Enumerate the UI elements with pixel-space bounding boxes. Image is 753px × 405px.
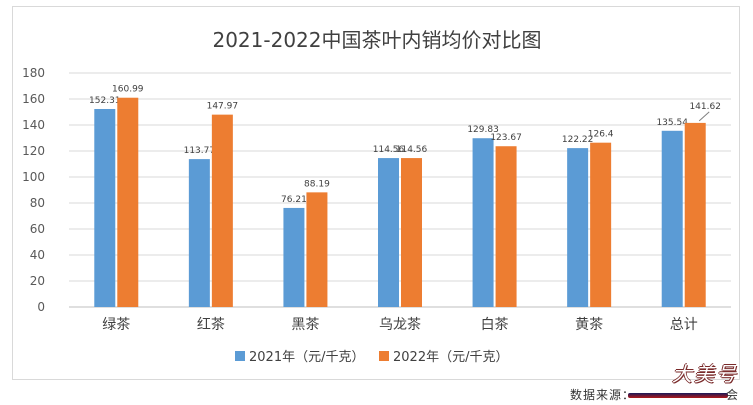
source-tail: 会 [726, 388, 739, 402]
source-footer: 数据来源： 会 [570, 385, 750, 403]
bar-2022 [495, 146, 517, 307]
bar-2021 [567, 148, 589, 307]
x-tick-label: 总计 [670, 317, 698, 333]
data-label: 76.21 [281, 195, 307, 205]
y-tick-label: 120 [22, 144, 45, 158]
data-label: 123.67 [490, 133, 522, 143]
bar-2022 [684, 122, 706, 307]
data-label: 114.56 [396, 145, 428, 155]
watermark-logo: 大美号 [672, 362, 738, 386]
y-tick-label: 40 [30, 248, 45, 262]
bar-2021 [283, 207, 305, 307]
bar-2022 [117, 97, 139, 307]
data-label: 122.22 [562, 135, 594, 145]
legend-label: 2021年（元/千克） [249, 350, 364, 365]
chart-frame: 2021-2022中国茶叶内销均价对比图 0 20 40 60 80 100 120 140 16… [12, 6, 740, 380]
x-tick-label: 黑茶 [291, 317, 319, 333]
bar-2021 [661, 130, 683, 307]
data-label: 160.99 [112, 85, 144, 95]
y-tick-label: 20 [30, 274, 45, 288]
bar-2021 [378, 158, 399, 307]
y-tick-label: 80 [30, 196, 45, 210]
y-tick-label: 140 [22, 118, 45, 132]
legend-label: 2022年（元/千克） [393, 350, 508, 365]
x-tick-label: 绿茶 [102, 317, 130, 333]
data-label: 147.97 [207, 102, 239, 112]
source-label: 数据来源： [570, 388, 636, 402]
bar-2022 [590, 142, 612, 307]
y-tick-label: 0 [37, 300, 45, 314]
y-tick-label: 180 [22, 66, 45, 80]
bar-2022 [401, 158, 422, 307]
x-tick-label: 红茶 [197, 317, 225, 333]
data-label: 152.31 [89, 96, 121, 106]
legend-swatch-2022 [379, 351, 389, 361]
chart-svg: 2021-2022中国茶叶内销均价对比图 0 20 40 60 80 100 120 140 16… [22, 28, 731, 365]
chart-title: 2021-2022中国茶叶内销均价对比图 [212, 28, 541, 52]
data-label: 113.77 [184, 146, 216, 156]
data-label: 141.62 [689, 102, 721, 112]
bar-2022 [211, 114, 233, 307]
y-tick-label: 60 [30, 222, 45, 236]
data-label: 114.56 [373, 145, 405, 155]
redacted-source [628, 393, 728, 398]
y-tick-label: 160 [22, 92, 45, 106]
bar-2021 [472, 138, 494, 307]
bar-2021 [94, 108, 116, 307]
x-tick-label: 白茶 [481, 317, 509, 333]
data-label: 135.54 [656, 118, 688, 128]
y-tick-label: 100 [22, 170, 45, 184]
x-tick-label: 黄茶 [575, 316, 603, 333]
bar-2022 [306, 192, 328, 307]
x-tick-label: 乌龙茶 [379, 317, 421, 333]
data-label: 129.83 [467, 125, 499, 135]
label-leader-line [698, 111, 710, 122]
data-label: 126.4 [588, 130, 614, 140]
data-label: 88.19 [304, 179, 330, 189]
bar-2021 [188, 159, 210, 307]
legend-swatch-2021 [235, 351, 245, 361]
